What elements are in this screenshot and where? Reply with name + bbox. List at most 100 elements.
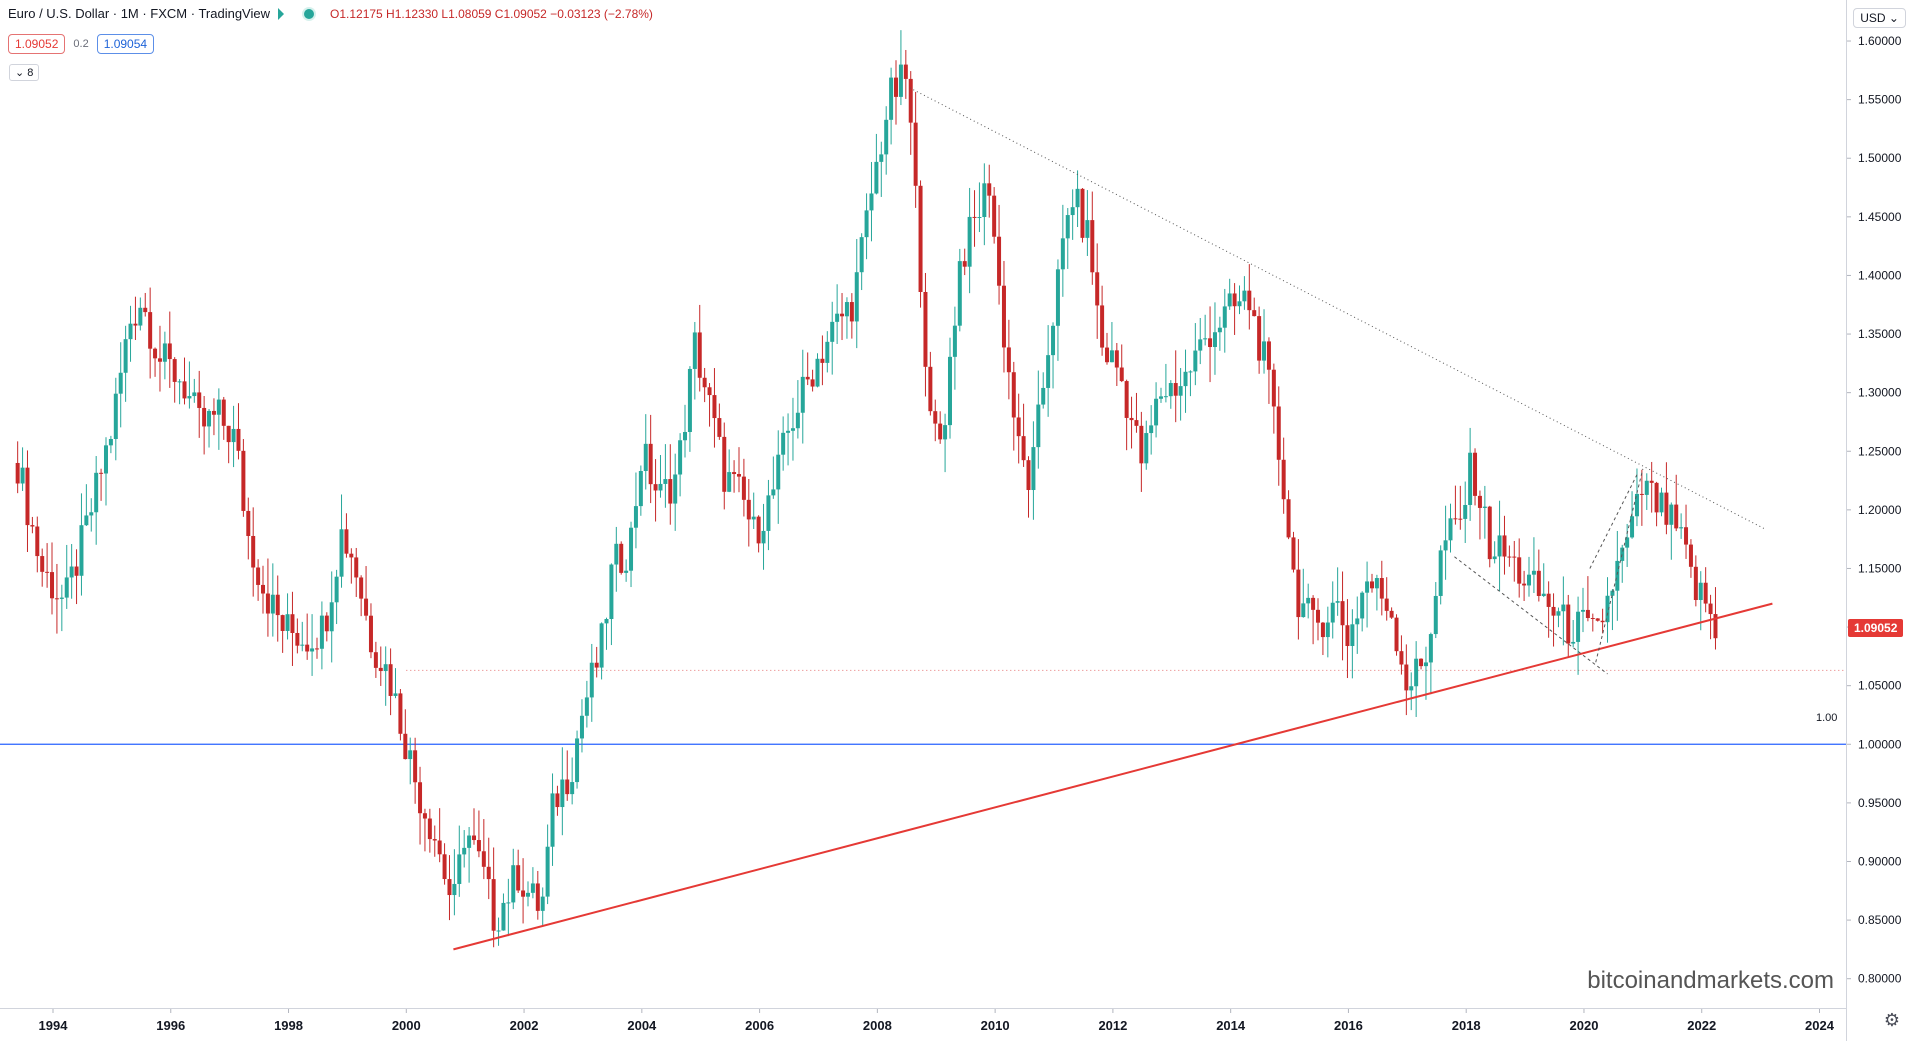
candle-body bbox=[668, 479, 673, 504]
candle-body bbox=[1262, 341, 1267, 361]
candle-body bbox=[1021, 436, 1026, 461]
candle-body bbox=[1188, 371, 1193, 373]
candle-body bbox=[776, 454, 781, 490]
y-tick-label: 1.20000 bbox=[1858, 503, 1902, 517]
candle-body bbox=[447, 879, 452, 896]
x-tick-label: 2000 bbox=[392, 1018, 421, 1033]
candle-body bbox=[1051, 325, 1056, 356]
y-tick-label: 1.60000 bbox=[1858, 34, 1902, 48]
candle-body bbox=[707, 387, 712, 396]
candle-body bbox=[516, 865, 521, 891]
candle-body bbox=[717, 418, 722, 437]
candle-body bbox=[1266, 341, 1271, 370]
candle-body bbox=[629, 527, 634, 571]
candle-body bbox=[40, 556, 45, 572]
candle-body bbox=[1208, 338, 1213, 348]
candle-body bbox=[1070, 207, 1075, 216]
candle-body bbox=[1477, 495, 1482, 508]
candle-body bbox=[1428, 634, 1433, 663]
trendline bbox=[453, 602, 1773, 951]
buy-price-button[interactable]: 1.09054 bbox=[96, 34, 155, 54]
market-status-icon[interactable] bbox=[304, 8, 314, 19]
candle-body bbox=[486, 866, 491, 880]
candle-body bbox=[481, 851, 486, 867]
indicators-collapse-button[interactable]: ⌄ 8 bbox=[9, 64, 40, 81]
candle-body bbox=[1257, 316, 1262, 361]
candle-body bbox=[849, 302, 854, 322]
x-tick-label: 1998 bbox=[274, 1018, 303, 1033]
candle-body bbox=[506, 902, 511, 904]
candle-body bbox=[491, 879, 496, 931]
candle-body bbox=[138, 307, 143, 326]
candle-body bbox=[1006, 347, 1011, 373]
candle-body bbox=[310, 648, 315, 652]
candle-body bbox=[437, 840, 442, 855]
candle-body bbox=[1453, 518, 1458, 520]
y-tick-label: 1.35000 bbox=[1858, 327, 1902, 341]
candle-body bbox=[923, 291, 928, 367]
candle-body bbox=[786, 430, 791, 433]
candle-body bbox=[192, 392, 197, 397]
price-axis-border bbox=[1846, 0, 1847, 1041]
sell-price-button[interactable]: 1.09052 bbox=[8, 34, 66, 54]
candle-body bbox=[683, 431, 688, 441]
candle-body bbox=[1055, 269, 1060, 326]
x-tick-label: 2022 bbox=[1687, 1018, 1716, 1033]
x-tick-label: 2020 bbox=[1570, 1018, 1599, 1033]
candle-body bbox=[1065, 215, 1070, 239]
candle-body bbox=[982, 183, 987, 218]
candle-body bbox=[1659, 492, 1664, 513]
candle-body bbox=[25, 467, 30, 526]
candle-body bbox=[1497, 535, 1502, 557]
candle-body bbox=[1649, 480, 1654, 483]
candle-body bbox=[859, 237, 864, 273]
candle-body bbox=[452, 883, 457, 896]
candle-body bbox=[1433, 595, 1438, 635]
candle-body bbox=[472, 835, 477, 841]
candle-body bbox=[1674, 504, 1679, 529]
candle-body bbox=[746, 499, 751, 520]
x-tick-label: 1996 bbox=[156, 1018, 185, 1033]
candle-body bbox=[187, 396, 192, 399]
candle-body bbox=[1316, 609, 1321, 623]
candle-body bbox=[1561, 604, 1566, 612]
candle-body bbox=[795, 412, 800, 429]
candle-body bbox=[663, 479, 668, 484]
x-tick-label: 2006 bbox=[745, 1018, 774, 1033]
candle-body bbox=[972, 216, 977, 218]
candle-body bbox=[403, 733, 408, 760]
symbol-title[interactable]: Euro / U.S. Dollar · 1M · FXCM · Trading… bbox=[8, 6, 270, 21]
candle-body bbox=[1095, 272, 1100, 306]
candle-body bbox=[1212, 332, 1217, 348]
candle-body bbox=[1541, 593, 1546, 596]
candle-body bbox=[1301, 603, 1306, 618]
candle-body bbox=[172, 359, 177, 382]
candle-body bbox=[1654, 482, 1659, 513]
y-tick-label: 1.30000 bbox=[1858, 386, 1902, 400]
candle-body bbox=[364, 598, 369, 616]
candle-body bbox=[1399, 651, 1404, 665]
currency-select[interactable]: USD ⌄ bbox=[1853, 8, 1906, 28]
candle-body bbox=[727, 472, 732, 492]
candle-body bbox=[1090, 220, 1095, 273]
candle-body bbox=[771, 489, 776, 496]
gear-icon[interactable]: ⚙ bbox=[1883, 1010, 1900, 1030]
candle-body bbox=[1365, 581, 1370, 593]
candle-body bbox=[1355, 618, 1360, 625]
candle-body bbox=[1158, 396, 1163, 399]
candle-body bbox=[157, 358, 162, 362]
candle-body bbox=[565, 779, 570, 795]
candle-body bbox=[761, 530, 766, 544]
candle-body bbox=[94, 472, 99, 513]
candle-body bbox=[148, 312, 153, 349]
candle-body bbox=[1379, 578, 1384, 599]
candle-body bbox=[413, 750, 418, 783]
candle-body bbox=[1001, 285, 1006, 348]
candle-body bbox=[280, 615, 285, 631]
candle-body bbox=[422, 813, 427, 819]
candle-body bbox=[15, 462, 20, 484]
y-tick-label: 1.25000 bbox=[1858, 444, 1902, 458]
candle-body bbox=[1580, 609, 1585, 612]
